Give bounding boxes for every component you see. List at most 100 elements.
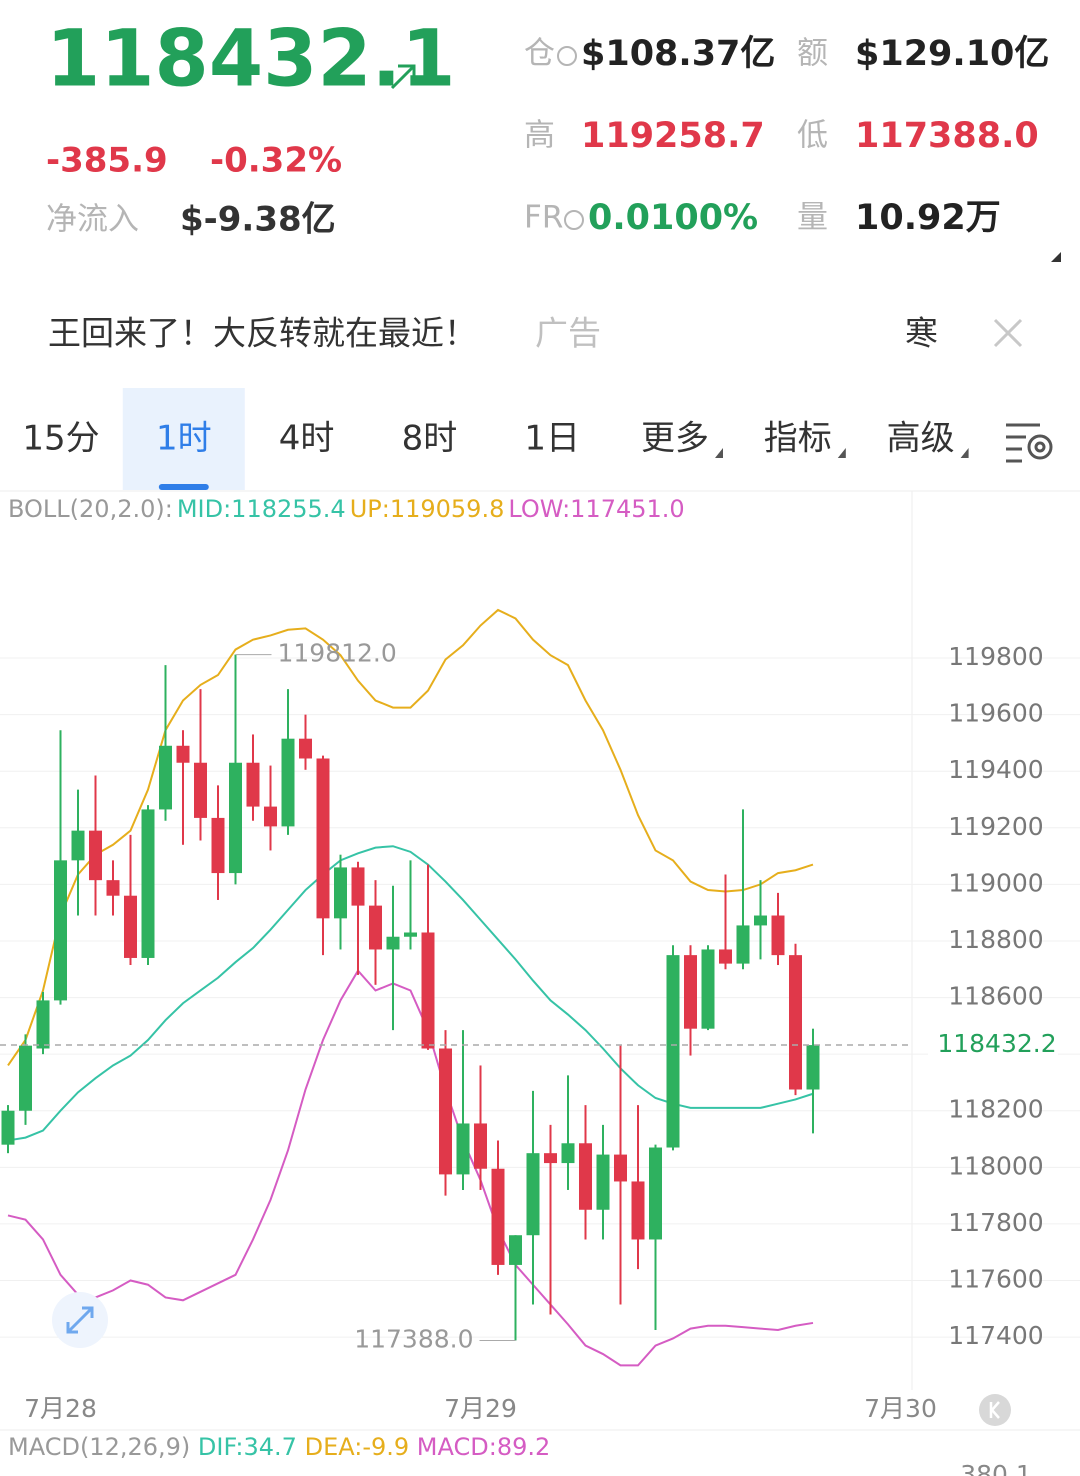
candle-body <box>351 867 365 906</box>
expand-corner[interactable] <box>1051 252 1061 262</box>
y-tick-label: 118000 <box>948 1151 1043 1180</box>
candle-body <box>631 1181 645 1240</box>
netflow: $-9.38亿 <box>180 200 336 240</box>
candle-body <box>771 915 785 956</box>
candle-body <box>71 830 85 861</box>
macd-value: MACD:89.2 <box>417 1433 550 1461</box>
stat-value: 10.92万 <box>855 198 1001 238</box>
bollinger-line <box>7 608 814 1067</box>
netflow-label: 净流入 <box>46 202 139 238</box>
candle-body <box>194 762 207 818</box>
ad-tag: 广告 <box>535 314 601 353</box>
tab[interactable]: 1日 <box>524 419 580 459</box>
candle-body <box>36 1000 50 1049</box>
y-tick-label: 117600 <box>948 1264 1043 1293</box>
y-tick-label: 118800 <box>948 925 1043 954</box>
tab-label: 8时 <box>402 419 458 459</box>
stat-label: 低 <box>797 118 828 154</box>
candle-body <box>281 738 295 827</box>
tab[interactable]: 更多 <box>641 419 723 459</box>
dropdown-mark <box>715 448 723 458</box>
candle-body <box>264 806 277 827</box>
stat-label: 量 <box>797 200 828 236</box>
candle-body <box>649 1147 662 1240</box>
tab-label: 4时 <box>279 419 335 459</box>
ad-clip: 寒 <box>905 314 938 353</box>
dropdown-mark <box>837 448 846 458</box>
plot: 1174001176001178001180001182001184001186… <box>0 608 1080 1423</box>
tab[interactable]: 1时 <box>122 388 245 490</box>
y-tick-label: 119400 <box>948 755 1043 784</box>
macd-dea: DEA:-9.9 <box>305 1433 410 1461</box>
change: -385.9 <box>46 141 168 181</box>
candle-body <box>509 1235 522 1265</box>
stat-value: 119258.7 <box>581 116 765 156</box>
legend-entry: MID:118255.4 <box>177 495 346 523</box>
trend-arrow <box>390 64 416 90</box>
x-tick-label: 7月30 <box>864 1394 937 1423</box>
help-icon[interactable] <box>564 210 584 230</box>
candle-body <box>404 932 417 937</box>
x-tick-label: 7月29 <box>444 1394 517 1423</box>
candle-body <box>491 1168 505 1265</box>
macd-axis-label: 380.1 <box>960 1460 1032 1476</box>
candle-body <box>474 1123 487 1169</box>
settings-icon[interactable] <box>1006 423 1053 463</box>
tab-indicator <box>158 484 209 490</box>
stat-label: 仓 <box>524 36 555 72</box>
candle-body <box>526 1153 540 1236</box>
tab-label: 1日 <box>524 419 580 459</box>
legend-entry: UP:119059.8 <box>350 495 505 523</box>
help-icon[interactable] <box>557 46 577 66</box>
tab[interactable]: 高级 <box>887 419 969 459</box>
candle-body <box>561 1143 575 1164</box>
back-icon <box>989 1401 1000 1419</box>
candle-body <box>229 762 242 874</box>
close-ad[interactable] <box>993 318 1023 348</box>
candle-body <box>211 817 225 874</box>
tab[interactable]: 指标 <box>764 419 846 459</box>
timeframe-tabs: 15分 1时 4时 8时 1日 更多 指标 高级 <box>22 388 969 490</box>
tab-label: 1时 <box>156 419 212 459</box>
dropdown-mark <box>960 448 969 458</box>
stat-value: $129.10亿 <box>855 34 1049 74</box>
tab[interactable]: 8时 <box>402 419 458 459</box>
stat-label: 高 <box>524 118 555 154</box>
tab[interactable]: 4时 <box>279 419 335 459</box>
current-price-label: 118432.2 <box>937 1029 1056 1058</box>
candle-body <box>736 925 750 964</box>
ad-text: 王回来了！大反转就在最近！ <box>48 314 477 353</box>
y-tick-label: 119200 <box>948 812 1043 841</box>
stats: 仓 $108.37亿额 $129.10亿高 119258.7 低 117388.0 FR 0.… <box>524 34 1049 238</box>
expand-icon <box>66 1306 94 1334</box>
tab[interactable]: 15分 <box>22 419 99 459</box>
candle-body <box>806 1045 820 1090</box>
candle-body <box>789 955 802 1090</box>
stat-value: $108.37亿 <box>581 34 775 74</box>
legend-indicator: BOLL(20,2.0): <box>8 495 173 523</box>
candle-body <box>666 955 680 1148</box>
candle-body <box>579 1143 592 1210</box>
legend: BOLL(20,2.0): MID:118255.4 UP:119059.8 LOW:… <box>8 495 685 523</box>
y-tick-label: 117800 <box>948 1208 1043 1237</box>
ad-extra: 寒 <box>905 314 938 353</box>
y-tick-label: 118200 <box>948 1095 1043 1124</box>
candle-body <box>684 955 697 1029</box>
high-annotation: 119812.0 <box>278 639 397 668</box>
candle-body <box>719 949 732 964</box>
candle-body <box>299 738 312 759</box>
candle-body <box>439 1048 452 1175</box>
y-tick-label: 119800 <box>948 642 1043 671</box>
macd-legend: MACD(12,26,9) DIF:34.7 DEA:-9.9 MACD:89.… <box>8 1433 550 1461</box>
change-pct: -0.32% <box>210 141 342 181</box>
candle-body <box>176 745 190 763</box>
back-button[interactable] <box>979 1394 1011 1426</box>
ad-bar[interactable]: 王回来了！大反转就在最近！ 广告 寒 <box>48 314 938 353</box>
candle-body <box>334 867 347 919</box>
stat-label: FR <box>524 200 563 236</box>
tab-label: 指标 <box>764 419 832 459</box>
candle-body <box>316 758 330 919</box>
candle-body <box>141 809 155 958</box>
stat-value: 117388.0 <box>855 116 1039 156</box>
candle-body <box>1 1110 15 1145</box>
